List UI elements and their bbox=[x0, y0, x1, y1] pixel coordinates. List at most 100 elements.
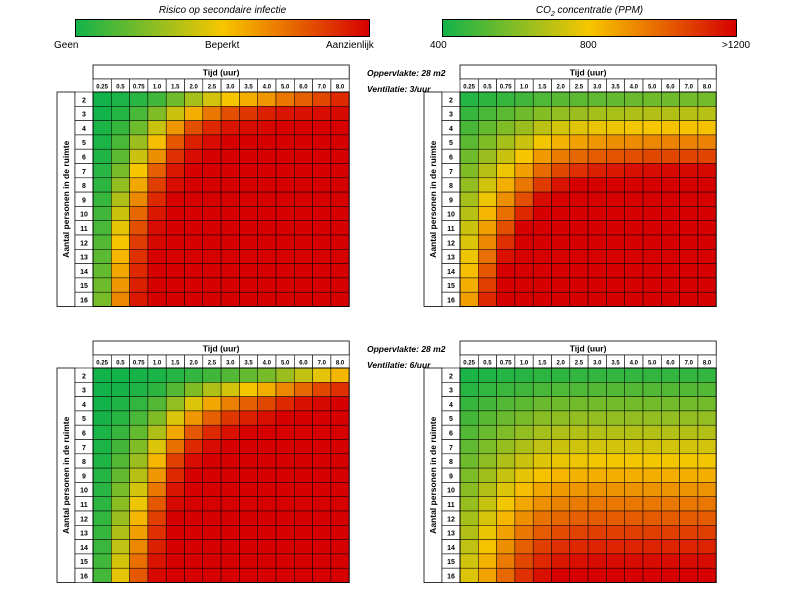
heatmap-cell bbox=[147, 206, 167, 221]
heatmap-cell bbox=[202, 191, 222, 207]
heatmap-cell bbox=[220, 410, 240, 426]
heatmap-cell bbox=[111, 539, 130, 555]
heatmap-cell bbox=[606, 177, 625, 193]
heatmap-cell bbox=[275, 263, 295, 279]
heatmap-cell bbox=[459, 424, 479, 440]
y-tick-label: 2 bbox=[449, 97, 453, 104]
heatmap-cell bbox=[532, 525, 552, 540]
heatmap-cell bbox=[239, 206, 258, 221]
heatmap-cell bbox=[624, 496, 644, 512]
heatmap-cell bbox=[661, 510, 680, 526]
heatmap-cell bbox=[551, 134, 571, 150]
heatmap-cell bbox=[129, 177, 149, 193]
y-tick-label: 15 bbox=[447, 559, 455, 566]
heatmap-cell bbox=[624, 482, 644, 497]
x-tick-label: 2.5 bbox=[575, 361, 584, 367]
x-tick-label: 2.0 bbox=[556, 85, 565, 91]
heatmap-cell bbox=[257, 220, 277, 236]
heatmap-cell bbox=[624, 234, 644, 250]
heatmap-cell bbox=[642, 439, 662, 455]
heatmap-cell bbox=[147, 134, 167, 150]
heatmap-cell bbox=[147, 263, 167, 279]
heatmap-cell bbox=[129, 467, 149, 483]
heatmap-cell bbox=[275, 134, 295, 150]
grid-frame bbox=[459, 91, 717, 307]
heatmap-cell bbox=[496, 567, 516, 583]
heatmap-cell bbox=[202, 106, 222, 121]
heatmap-cell bbox=[239, 234, 258, 250]
heatmap-cell bbox=[661, 234, 680, 250]
heatmap-cell bbox=[184, 177, 204, 193]
heatmap-cell bbox=[587, 148, 607, 164]
co2-legend-title-sub: 2 bbox=[550, 11, 555, 18]
heatmap-cell bbox=[514, 148, 534, 164]
heatmap-cell bbox=[129, 439, 149, 455]
heatmap-cell bbox=[330, 163, 350, 179]
heatmap-cell bbox=[239, 382, 258, 397]
heatmap-cell bbox=[661, 134, 680, 150]
heatmap-cell bbox=[202, 291, 222, 307]
heatmap-cell bbox=[294, 106, 313, 121]
heatmap-cell bbox=[275, 291, 295, 307]
x-tick-label: 6.0 bbox=[666, 361, 675, 367]
heatmap-cell bbox=[606, 234, 625, 250]
heatmap-cell bbox=[111, 382, 130, 397]
co2-legend-label-high: >1200 bbox=[722, 40, 751, 51]
heatmap-cell bbox=[294, 510, 313, 526]
heatmap-cell bbox=[569, 382, 589, 397]
heatmap-cell bbox=[532, 148, 552, 164]
heatmap-cell bbox=[514, 496, 534, 512]
heatmap-cell bbox=[551, 553, 571, 569]
heatmap-cell bbox=[624, 277, 644, 293]
heatmap-cell bbox=[478, 163, 497, 179]
heatmap-cell bbox=[459, 467, 479, 483]
heatmap-cell bbox=[330, 410, 350, 426]
heatmap-cell bbox=[679, 482, 699, 497]
heatmap-cell bbox=[294, 249, 313, 264]
heatmap-cell bbox=[606, 553, 625, 569]
heatmap-cell bbox=[496, 249, 516, 264]
heatmap-cell bbox=[514, 277, 534, 293]
x-tick-label: 1.5 bbox=[171, 361, 180, 367]
heatmap-cell bbox=[514, 467, 534, 483]
heatmap-cell bbox=[569, 249, 589, 264]
heatmap-cell bbox=[165, 453, 185, 469]
heatmap-cell bbox=[220, 291, 240, 307]
note-area-top: Oppervlakte: 28 m2 bbox=[367, 68, 446, 78]
heatmap-cell bbox=[147, 482, 167, 497]
heatmap-cell bbox=[165, 291, 185, 307]
heatmap-cell bbox=[569, 134, 589, 150]
heatmap-cell bbox=[147, 424, 167, 440]
heatmap-cell bbox=[220, 249, 240, 264]
heatmap-cell bbox=[184, 424, 204, 440]
heatmap-cell bbox=[478, 234, 497, 250]
heatmap-cell bbox=[587, 567, 607, 583]
heatmap-cell bbox=[184, 263, 204, 279]
heatmap-cell bbox=[642, 382, 662, 397]
grid-frame bbox=[92, 91, 350, 307]
heatmap-cell bbox=[330, 277, 350, 293]
heatmap-cell bbox=[147, 496, 167, 512]
heatmap-cell bbox=[532, 177, 552, 193]
heatmap-cell bbox=[532, 220, 552, 236]
heatmap-cell bbox=[165, 177, 185, 193]
heatmap-cell bbox=[697, 220, 717, 236]
x-tick-label: 8.0 bbox=[336, 361, 345, 367]
heatmap-cell bbox=[184, 553, 204, 569]
heatmap-cell bbox=[239, 496, 258, 512]
y-axis-title: Aantal personen in de ruimte bbox=[61, 416, 71, 533]
heatmap-cell bbox=[257, 91, 277, 107]
heatmap-cell bbox=[220, 206, 240, 221]
heatmap-cell bbox=[679, 525, 699, 540]
heatmap-cell bbox=[257, 539, 277, 555]
heatmap-cell bbox=[111, 148, 130, 164]
heatmap-cell bbox=[129, 553, 149, 569]
heatmap-cell bbox=[294, 148, 313, 164]
heatmap-cell bbox=[111, 424, 130, 440]
heatmap-cell bbox=[679, 382, 699, 397]
heatmap-cell bbox=[587, 396, 607, 412]
heatmap-cell bbox=[661, 424, 680, 440]
heatmap-cell bbox=[496, 91, 516, 107]
heatmap-cell bbox=[587, 539, 607, 555]
y-tick-label: 16 bbox=[80, 298, 88, 305]
